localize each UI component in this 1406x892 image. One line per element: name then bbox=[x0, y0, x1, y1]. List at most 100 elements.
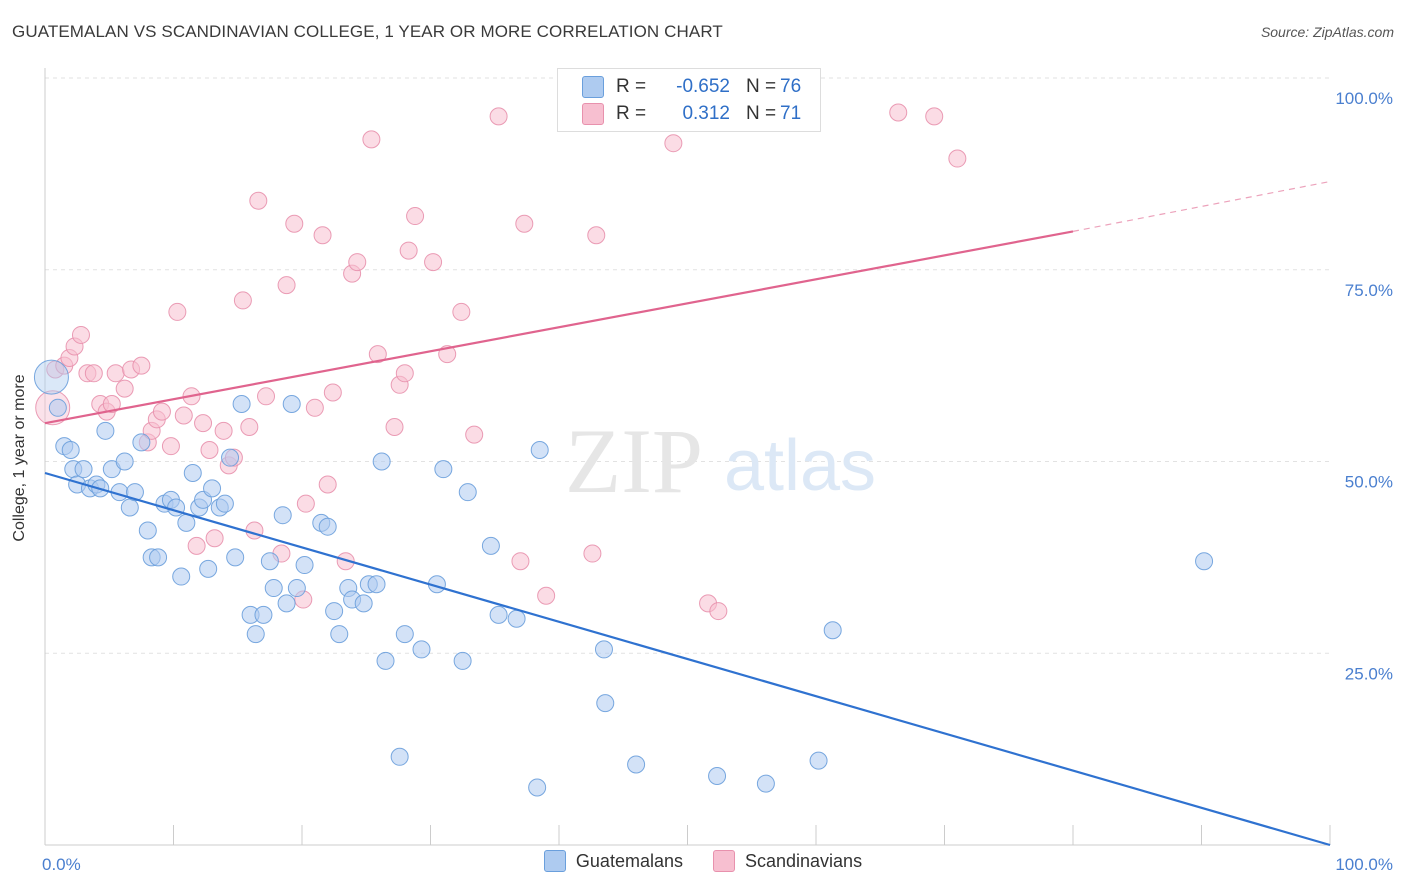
guatemalan-point bbox=[1195, 552, 1214, 571]
guatemalan-point bbox=[627, 755, 646, 774]
scandinavian-point bbox=[296, 494, 315, 513]
scandinavian-point bbox=[385, 417, 404, 436]
correlation-legend: R = -0.652 N = 76 R = 0.312 N = 71 bbox=[557, 68, 821, 132]
scandinavian-point bbox=[424, 253, 443, 272]
scandinavian-point bbox=[194, 414, 213, 433]
scandinavian-point bbox=[214, 421, 233, 440]
guatemalan-point bbox=[372, 452, 391, 471]
scandinavian-point bbox=[102, 394, 121, 413]
scandinavian-point bbox=[465, 425, 484, 444]
scandinavian-point bbox=[84, 364, 103, 383]
guatemalan-point bbox=[708, 766, 727, 785]
guatemalan-point bbox=[530, 440, 549, 459]
legend-row-scandinavians: R = 0.312 N = 71 bbox=[582, 101, 801, 127]
scandinavian-point bbox=[205, 529, 224, 548]
chart-source: Source: ZipAtlas.com bbox=[1260, 24, 1394, 40]
guatemalan-point bbox=[282, 394, 301, 413]
guatemalan-point bbox=[183, 464, 202, 483]
legend-label-guatemalans: Guatemalans bbox=[575, 850, 683, 871]
guatemalan-point bbox=[330, 625, 349, 644]
scandinavian-point bbox=[200, 440, 219, 459]
legend-n-value: 71 bbox=[780, 103, 802, 124]
scandinavian-point bbox=[515, 214, 534, 233]
guatemalan-point bbox=[376, 651, 395, 670]
scandinavian-point bbox=[452, 302, 471, 321]
legend-n-label: N = bbox=[746, 103, 777, 124]
scandinavian-point bbox=[537, 586, 556, 605]
trend-lines bbox=[44, 180, 1331, 847]
guatemalan-point bbox=[125, 483, 144, 502]
scandinavian-point bbox=[709, 602, 728, 621]
scandinavian-point bbox=[257, 387, 276, 406]
guatemalan-point bbox=[367, 575, 386, 594]
guatemalan-point bbox=[74, 460, 93, 479]
guatemalan-point bbox=[458, 483, 477, 502]
guatemalan-point bbox=[596, 694, 615, 713]
legend-item-scandinavians[interactable]: Scandinavians bbox=[712, 850, 862, 872]
scandinavian-point bbox=[152, 402, 171, 421]
watermark-atlas: atlas bbox=[724, 426, 876, 506]
guatemalan-point bbox=[48, 398, 67, 417]
guatemalan-point bbox=[264, 579, 283, 598]
legend-row-guatemalans: R = -0.652 N = 76 bbox=[582, 74, 801, 100]
scandinavian-point bbox=[240, 417, 259, 436]
scandinavian-point bbox=[168, 302, 187, 321]
scandinavian-point bbox=[336, 552, 355, 571]
legend-swatch-scandinavians bbox=[712, 850, 735, 872]
legend-n-label: N = bbox=[746, 76, 777, 97]
scandinavian-point bbox=[249, 191, 268, 210]
guatemalan-point bbox=[226, 548, 245, 567]
guatemalan-point bbox=[221, 448, 240, 467]
legend-r-value: 0.312 bbox=[682, 103, 730, 124]
scandinavians-trend-extension bbox=[1072, 180, 1331, 232]
watermark: ZIP atlas bbox=[565, 410, 876, 512]
guatemalan-point bbox=[260, 552, 279, 571]
guatemalan-point bbox=[172, 567, 191, 586]
scandinavian-point bbox=[323, 383, 342, 402]
series-legend: Guatemalans Scandinavians bbox=[0, 850, 1406, 872]
legend-item-guatemalans[interactable]: Guatemalans bbox=[543, 850, 683, 872]
guatemalan-point bbox=[33, 359, 69, 395]
scandinavian-point bbox=[71, 325, 90, 344]
scandinavian-point bbox=[587, 226, 606, 245]
guatemalan-point bbox=[395, 625, 414, 644]
guatemalan-point bbox=[254, 605, 273, 624]
x-tick-label: 100.0% bbox=[1335, 855, 1393, 874]
scandinavian-point bbox=[664, 134, 683, 153]
guatemalan-point bbox=[507, 609, 526, 628]
scandinavian-point bbox=[161, 437, 180, 456]
y-tick-label: 75.0% bbox=[1345, 281, 1393, 300]
scandinavian-point bbox=[174, 406, 193, 425]
scandinavian-point bbox=[106, 364, 125, 383]
scandinavian-point bbox=[348, 253, 367, 272]
guatemalans-trend-line bbox=[44, 471, 1331, 847]
guatemalan-point bbox=[823, 621, 842, 640]
scandinavian-point bbox=[948, 149, 967, 168]
scandinavian-point bbox=[132, 356, 151, 375]
scandinavian-point bbox=[511, 552, 530, 571]
guatemalan-point bbox=[354, 594, 373, 613]
scandinavian-point bbox=[925, 107, 944, 126]
scandinavians-trend-line bbox=[44, 230, 1074, 425]
guatemalan-point bbox=[61, 440, 80, 459]
scandinavian-point bbox=[406, 207, 425, 226]
scandinavian-point bbox=[889, 103, 908, 122]
legend-n-value: 76 bbox=[780, 76, 802, 97]
guatemalan-point bbox=[232, 394, 251, 413]
scandinavian-point bbox=[368, 345, 387, 364]
guatemalan-point bbox=[115, 452, 134, 471]
guatemalan-point bbox=[528, 778, 547, 797]
scandinavian-point bbox=[362, 130, 381, 149]
guatemalan-point bbox=[277, 594, 296, 613]
guatemalan-point bbox=[199, 559, 218, 578]
guatemalan-point bbox=[412, 640, 431, 659]
legend-swatch-scandinavians bbox=[582, 103, 604, 125]
guatemalan-point bbox=[489, 605, 508, 624]
scandinavian-point bbox=[285, 214, 304, 233]
scandinavian-point bbox=[277, 276, 296, 295]
legend-r-label: R = bbox=[616, 76, 647, 97]
scandinavian-point bbox=[233, 291, 252, 310]
guatemalan-point bbox=[481, 536, 500, 555]
guatemalan-point bbox=[809, 751, 828, 770]
legend-swatch-guatemalans bbox=[543, 850, 566, 872]
